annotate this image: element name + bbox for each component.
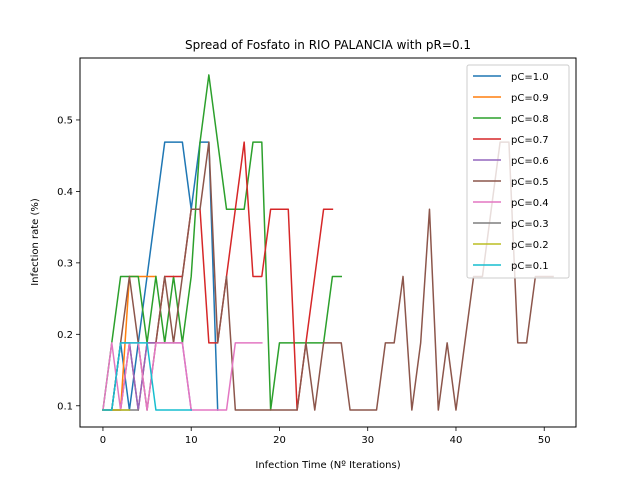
y-tick-label-3: 0.4: [57, 187, 73, 198]
legend-label-6: pC=0.4: [511, 198, 549, 209]
series-line-2: [102, 74, 342, 411]
chart-title: Spread of Fosfato in RIO PALANCIA with p…: [185, 38, 471, 52]
y-axis: 0.1 0.2 0.3 0.4 0.5: [57, 115, 80, 412]
y-tick-label-0: 0.1: [57, 401, 73, 412]
y-axis-label: Infection rate (%): [30, 198, 41, 286]
x-axis: 0 10 20 30 40 50: [100, 427, 551, 446]
x-tick-label-5: 50: [538, 435, 551, 446]
legend-label-8: pC=0.2: [511, 240, 549, 251]
legend: pC=1.0 pC=0.9 pC=0.8 pC=0.7 pC=0.6 pC=0.5 pC=0…: [466, 64, 570, 279]
legend-label-2: pC=0.8: [511, 114, 549, 125]
x-tick-label-4: 40: [450, 435, 463, 446]
legend-label-0: pC=1.0: [511, 72, 549, 83]
x-tick-label-0: 0: [100, 435, 106, 446]
x-tick-label-2: 20: [273, 435, 286, 446]
legend-label-1: pC=0.9: [511, 93, 549, 104]
series-line-9: [102, 342, 192, 411]
y-tick-label-1: 0.2: [57, 330, 73, 341]
legend-label-3: pC=0.7: [511, 135, 549, 146]
legend-label-4: pC=0.6: [511, 156, 549, 167]
plot-frame: [79, 57, 577, 428]
x-tick-label-3: 30: [361, 435, 374, 446]
legend-label-7: pC=0.3: [511, 219, 549, 230]
x-axis-label: Infection Time (Nº Iterations): [255, 460, 400, 471]
legend-label-9: pC=0.1: [511, 261, 549, 272]
y-tick-label-4: 0.5: [57, 115, 73, 126]
legend-label-5: pC=0.5: [511, 177, 549, 188]
y-tick-label-2: 0.3: [57, 258, 73, 269]
x-tick-label-1: 10: [185, 435, 198, 446]
